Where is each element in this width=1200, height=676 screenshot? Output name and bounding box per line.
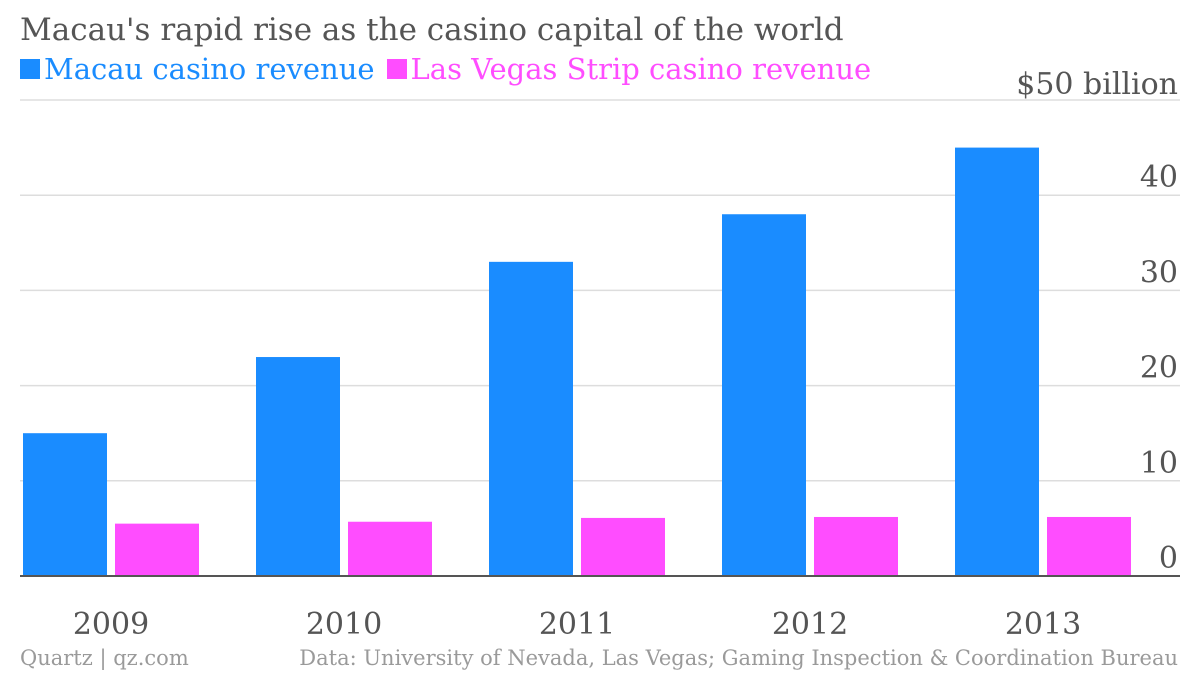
legend-label-macau: Macau casino revenue [44, 52, 375, 86]
legend-label-las-vegas: Las Vegas Strip casino revenue [410, 52, 872, 86]
bars [23, 147, 1131, 577]
legend: Macau casino revenue Las Vegas Strip cas… [20, 52, 883, 86]
bar-las-vegas-2013 [1047, 516, 1131, 576]
legend-item-macau: Macau casino revenue [20, 52, 375, 86]
y-tick-label: 30 [1140, 255, 1178, 290]
y-tick-label: 0 [1159, 541, 1178, 576]
footer-source: Data: University of Nevada, Las Vegas; G… [299, 646, 1178, 670]
legend-item-las-vegas: Las Vegas Strip casino revenue [386, 52, 872, 86]
bar-las-vegas-2010 [348, 521, 432, 576]
x-tick-label: 2012 [772, 607, 848, 642]
footer-credit: Quartz | qz.com [20, 646, 189, 670]
bar-macau-2012 [722, 214, 806, 577]
axes: 0 10 20 30 40 $50 billion 2009 2010 2011 2012 2013 [20, 67, 1180, 642]
y-tick-label: 40 [1140, 160, 1178, 195]
legend-swatch-las-vegas [386, 59, 407, 79]
bar-las-vegas-2009 [115, 523, 199, 576]
bar-macau-2013 [955, 147, 1039, 576]
legend-swatch-macau [20, 59, 40, 79]
bar-macau-2009 [23, 433, 107, 576]
bar-las-vegas-2011 [581, 517, 665, 576]
y-tick-label: 20 [1140, 351, 1178, 386]
y-tick-label: $50 billion [1016, 67, 1178, 102]
x-tick-label: 2009 [73, 607, 149, 642]
x-tick-label: 2010 [306, 607, 382, 642]
bar-las-vegas-2012 [814, 516, 898, 576]
x-tick-label: 2011 [539, 607, 615, 642]
x-tick-label: 2013 [1005, 607, 1081, 642]
chart-title: Macau's rapid rise as the casino capital… [20, 12, 844, 48]
y-tick-label: 10 [1140, 446, 1178, 481]
bar-macau-2011 [489, 261, 573, 576]
bar-macau-2010 [256, 357, 340, 576]
